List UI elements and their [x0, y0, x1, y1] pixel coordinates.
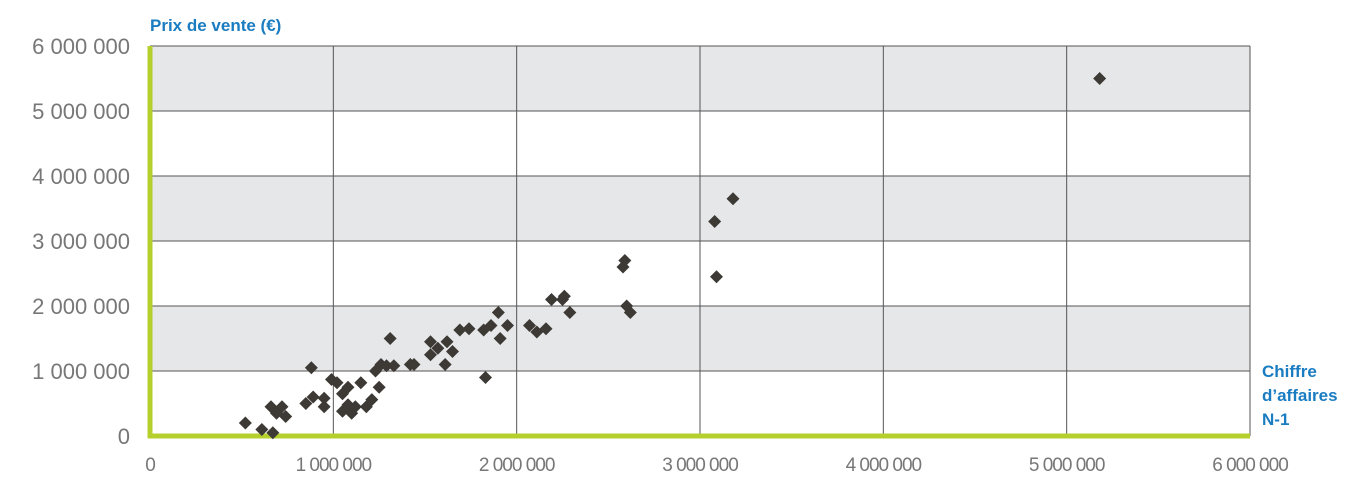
x-tick-label: 5 000 000 [1029, 455, 1105, 476]
data-point [501, 319, 514, 332]
x-tick-label: 1 000 000 [296, 455, 372, 476]
data-point [539, 322, 553, 336]
y-tick-label: 0 [118, 424, 130, 449]
x-tick-label: 2 000 000 [479, 455, 555, 476]
data-point [387, 359, 401, 373]
data-point [255, 423, 269, 436]
y-tick-label: 3 000 000 [32, 229, 130, 254]
data-point [238, 416, 252, 430]
data-point [545, 293, 558, 306]
y-tick-label: 1 000 000 [32, 359, 130, 384]
data-point [279, 410, 293, 423]
data-point [299, 397, 313, 410]
data-point [365, 393, 379, 407]
data-point [1093, 72, 1107, 85]
data-point [440, 335, 454, 349]
data-point [317, 400, 331, 414]
y-tick-labels: 0 1 000 000 2 000 000 3 000 000 4 000 000 5 0… [32, 34, 130, 449]
data-point [431, 341, 445, 355]
data-point [479, 371, 492, 384]
data-point [446, 345, 459, 358]
data-point [275, 400, 289, 414]
data-point [348, 400, 362, 414]
data-point [618, 254, 632, 267]
data-point [708, 215, 722, 228]
y-tick-label: 6 000 000 [32, 34, 130, 59]
data-point [726, 192, 740, 206]
data-point [557, 289, 571, 303]
data-point [484, 319, 498, 332]
data-point [491, 306, 505, 319]
data-point [330, 376, 344, 390]
plot-axes [147, 46, 1250, 439]
x-axis-title-line-2: d’affaires [1262, 386, 1338, 405]
x-axis-title-line-3: N-1 [1262, 410, 1289, 429]
data-point [304, 361, 318, 375]
x-tick-label: 4 000 000 [846, 455, 922, 476]
data-point [317, 391, 331, 405]
y-tick-label: 5 000 000 [32, 99, 130, 124]
x-tick-label: 3 000 000 [662, 455, 738, 476]
data-point [623, 306, 637, 319]
data-point [453, 323, 467, 337]
data-point [424, 348, 437, 362]
data-point [407, 358, 421, 371]
data-point [354, 376, 368, 390]
x-axis-title-line-1: Chiffre [1262, 362, 1317, 381]
x-tick-label: 0 [145, 455, 155, 476]
data-point [266, 426, 280, 440]
plot-grid [150, 45, 1251, 436]
data-point [523, 319, 536, 332]
data-point [438, 358, 452, 371]
data-point [424, 335, 437, 349]
data-point [341, 380, 355, 394]
data-point [383, 332, 397, 345]
y-tick-label: 4 000 000 [32, 164, 130, 189]
x-tick-label: 6 000 000 [1212, 455, 1288, 476]
data-point [372, 380, 386, 394]
data-point [710, 270, 723, 284]
y-tick-label: 2 000 000 [32, 294, 130, 319]
x-tick-labels: 0 1 000 000 2 000 000 3 000 000 4 000 000 5 0… [145, 455, 1289, 476]
data-point [306, 390, 320, 404]
data-point [380, 359, 393, 373]
data-point [462, 322, 476, 336]
y-axis-title: Prix de vente (€) [150, 16, 281, 35]
data-points [238, 72, 1107, 440]
data-point [493, 332, 507, 345]
data-point [563, 306, 577, 319]
